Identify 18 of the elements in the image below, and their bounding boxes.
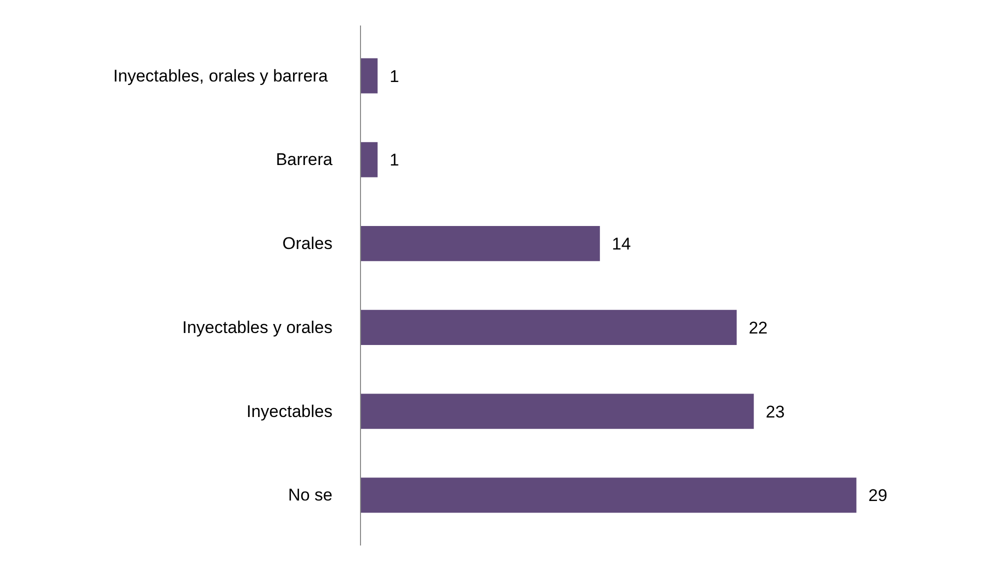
bar	[360, 226, 600, 262]
y-tick-label: Inyectables, orales y barrera	[113, 66, 328, 86]
data-label: 22	[748, 318, 768, 338]
bar	[360, 478, 856, 513]
y-tick-label: Barrera	[276, 150, 334, 170]
bar	[360, 142, 378, 178]
data-label: 1	[390, 150, 400, 170]
data-label: 29	[868, 486, 888, 506]
y-tick-label: Orales	[282, 234, 333, 254]
bar	[360, 394, 754, 429]
y-tick-label: No se	[288, 486, 333, 505]
data-label: 14	[612, 234, 631, 254]
y-tick-label: Inyectables	[246, 402, 333, 421]
y-tick-label: Inyectables y orales	[182, 318, 333, 337]
data-label: 1	[390, 66, 400, 86]
bar	[360, 58, 378, 94]
bar	[360, 310, 737, 346]
data-label: 23	[766, 402, 785, 422]
